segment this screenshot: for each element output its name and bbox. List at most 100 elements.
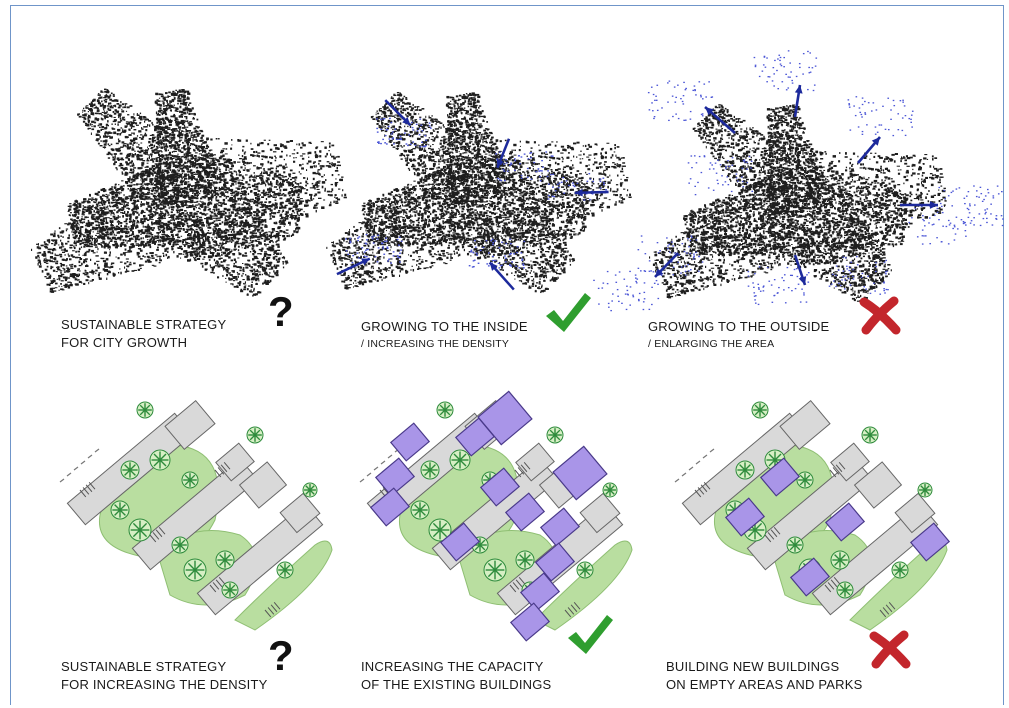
new-building bbox=[789, 557, 831, 597]
extended-building bbox=[552, 445, 608, 501]
stairs bbox=[209, 576, 226, 593]
extended-building bbox=[479, 467, 521, 507]
tree-icon bbox=[576, 561, 594, 579]
checkmark-icon bbox=[568, 615, 613, 654]
tree-icon bbox=[483, 558, 507, 582]
cross-icon bbox=[869, 630, 911, 669]
urban-area bbox=[31, 88, 347, 297]
stairs bbox=[514, 461, 531, 478]
stairs bbox=[214, 461, 231, 478]
caption-growing-outside: GROWING TO THE OUTSIDE / ENLARGING THE A… bbox=[648, 318, 829, 352]
stairs bbox=[79, 481, 96, 498]
city-map-inside-growth bbox=[326, 91, 632, 294]
stairs bbox=[764, 526, 781, 543]
building bbox=[215, 442, 255, 482]
stairs bbox=[879, 601, 896, 618]
park-area bbox=[234, 540, 333, 631]
tree-icon bbox=[735, 460, 755, 480]
block-plan-increased-capacity bbox=[359, 390, 633, 642]
tree-icon bbox=[171, 536, 189, 554]
tree-icon bbox=[449, 449, 471, 471]
stairs bbox=[509, 576, 526, 593]
building bbox=[779, 399, 831, 451]
tree-icon bbox=[420, 460, 440, 480]
city-map-outside-growth bbox=[593, 50, 1004, 312]
extended-building bbox=[369, 487, 411, 527]
infill-growth bbox=[345, 117, 607, 269]
tree-icon bbox=[751, 401, 769, 419]
building bbox=[853, 461, 903, 509]
tree-icon bbox=[428, 518, 452, 542]
caption-city-growth: SUSTAINABLE STRATEGY FOR CITY GROWTH bbox=[61, 316, 226, 352]
park-area bbox=[534, 540, 633, 631]
tree-icon bbox=[183, 558, 207, 582]
extended-building bbox=[389, 422, 431, 462]
building bbox=[164, 399, 216, 451]
tree-icon bbox=[276, 561, 294, 579]
extended-building bbox=[534, 542, 576, 582]
building bbox=[131, 457, 259, 571]
tree-icon bbox=[796, 471, 814, 489]
urban-area bbox=[649, 104, 947, 302]
tree-icon bbox=[120, 460, 140, 480]
growth-arrow bbox=[793, 254, 807, 286]
stairs bbox=[829, 461, 846, 478]
growth-arrow bbox=[336, 257, 371, 276]
extended-building bbox=[539, 507, 581, 547]
tree-icon bbox=[861, 426, 879, 444]
tree-icon bbox=[917, 482, 933, 498]
new-building bbox=[909, 522, 951, 562]
extended-building bbox=[477, 390, 533, 446]
new-building bbox=[824, 502, 866, 542]
building bbox=[279, 492, 321, 534]
growth-arrow bbox=[793, 84, 803, 118]
tree-icon bbox=[786, 536, 804, 554]
stairs bbox=[264, 601, 281, 618]
stairs bbox=[824, 576, 841, 593]
caption-growing-inside: GROWING TO THE INSIDE / INCREASING THE D… bbox=[361, 318, 528, 352]
growth-arrow bbox=[654, 252, 679, 278]
tree-icon bbox=[515, 550, 535, 570]
tree-icon bbox=[891, 561, 909, 579]
tree-icon bbox=[128, 518, 152, 542]
tree-icon bbox=[436, 401, 454, 419]
question-mark-icon: ? bbox=[268, 288, 294, 336]
growth-arrow bbox=[704, 106, 736, 134]
stairs bbox=[564, 601, 581, 618]
building bbox=[830, 442, 870, 482]
extended-building bbox=[504, 492, 546, 532]
building bbox=[579, 492, 621, 534]
caption-increasing-capacity: INCREASING THE CAPACITY OF THE EXISTING … bbox=[361, 658, 551, 694]
tree-icon bbox=[110, 500, 130, 520]
block-plan-current bbox=[59, 399, 333, 631]
extended-building bbox=[519, 572, 561, 612]
building bbox=[746, 457, 874, 571]
extended-building bbox=[439, 522, 481, 562]
checkmark-icon bbox=[546, 293, 591, 332]
growth-arrow bbox=[384, 99, 412, 127]
stairs bbox=[149, 526, 166, 543]
growth-arrow bbox=[496, 138, 511, 169]
building bbox=[238, 461, 288, 509]
tree-icon bbox=[221, 581, 239, 599]
cross-icon bbox=[859, 296, 901, 335]
stairs bbox=[694, 481, 711, 498]
tree-icon bbox=[302, 482, 318, 498]
growth-arrow bbox=[900, 201, 938, 209]
tree-icon bbox=[181, 471, 199, 489]
building bbox=[515, 442, 555, 482]
caption-new-buildings: BUILDING NEW BUILDINGS ON EMPTY AREAS AN… bbox=[666, 658, 863, 694]
diagram-frame bbox=[10, 5, 1004, 705]
tree-icon bbox=[602, 482, 618, 498]
tree-icon bbox=[410, 500, 430, 520]
extended-building bbox=[509, 602, 551, 642]
extended-building bbox=[374, 457, 416, 497]
new-building bbox=[724, 497, 766, 537]
urban-area bbox=[326, 91, 632, 294]
tree-icon bbox=[215, 550, 235, 570]
building bbox=[894, 492, 936, 534]
tree-icon bbox=[836, 581, 854, 599]
growth-arrow bbox=[488, 261, 515, 291]
question-mark-icon: ? bbox=[268, 632, 294, 680]
caption-increasing-density: SUSTAINABLE STRATEGY FOR INCREASING THE … bbox=[61, 658, 267, 694]
